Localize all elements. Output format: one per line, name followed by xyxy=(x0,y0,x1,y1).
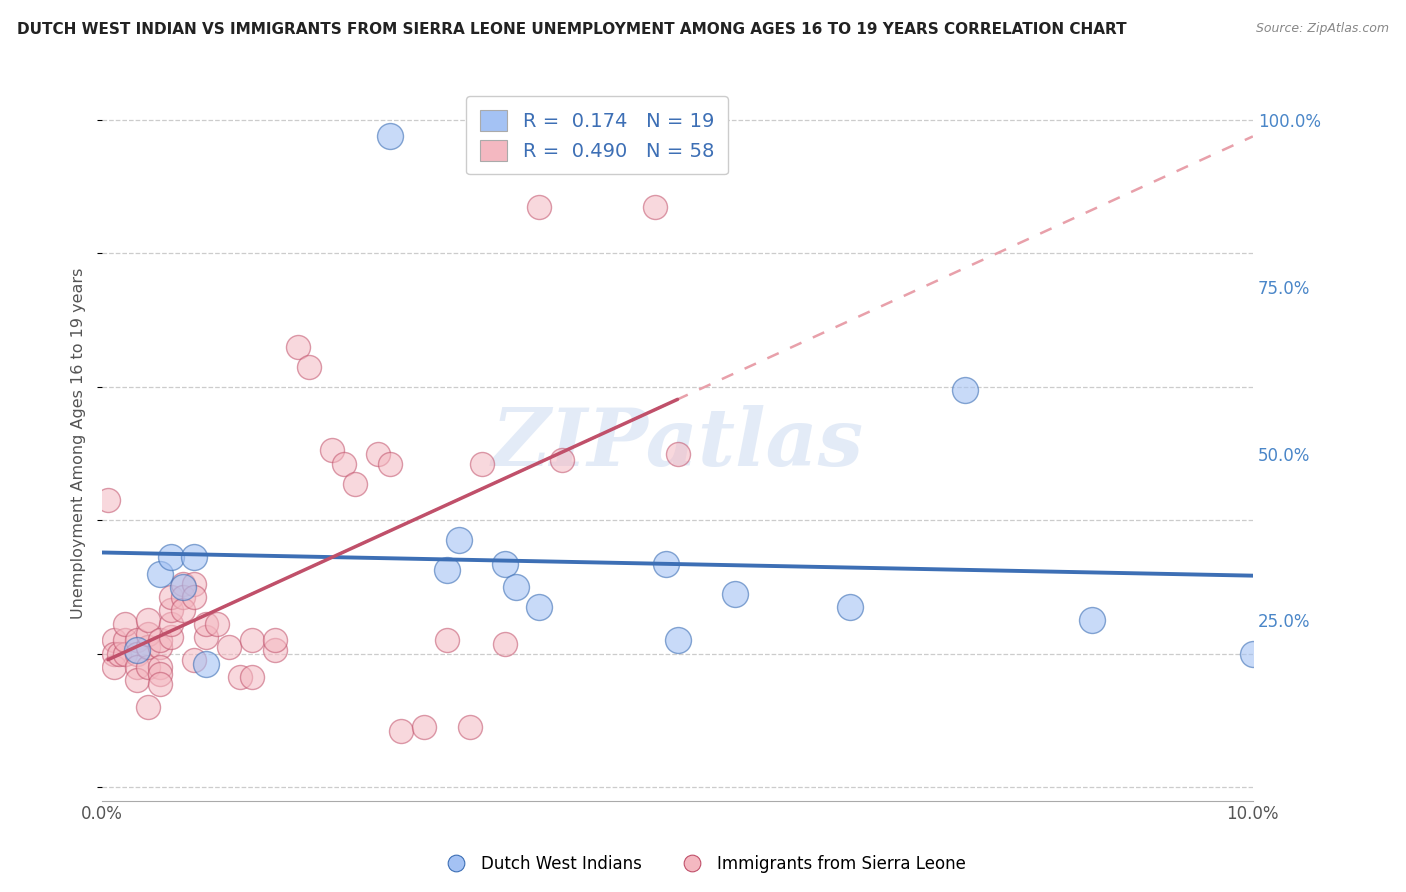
Point xyxy=(114,616,136,631)
Point xyxy=(839,600,862,615)
Point xyxy=(436,563,458,577)
Point xyxy=(183,590,205,604)
Point xyxy=(108,647,131,661)
Point xyxy=(183,549,205,564)
Point xyxy=(263,633,285,648)
Point xyxy=(103,647,125,661)
Point xyxy=(644,200,666,214)
Point xyxy=(149,566,172,581)
Point xyxy=(505,580,527,594)
Point xyxy=(724,587,747,601)
Point xyxy=(149,677,172,691)
Point xyxy=(460,720,482,734)
Point xyxy=(1241,647,1264,661)
Point xyxy=(136,626,159,640)
Point xyxy=(389,723,412,738)
Point xyxy=(1080,613,1102,627)
Point xyxy=(240,670,263,684)
Point xyxy=(240,633,263,648)
Point xyxy=(529,200,551,214)
Point xyxy=(953,383,976,397)
Point xyxy=(160,630,183,644)
Point xyxy=(494,557,516,571)
Point xyxy=(344,476,367,491)
Point xyxy=(136,613,159,627)
Point xyxy=(136,700,159,714)
Point xyxy=(149,640,172,654)
Point xyxy=(172,580,194,594)
Point xyxy=(114,633,136,648)
Point xyxy=(125,643,148,657)
Point xyxy=(471,457,494,471)
Point xyxy=(263,643,285,657)
Point xyxy=(447,533,470,548)
Point xyxy=(378,129,401,144)
Point xyxy=(287,340,309,354)
Point xyxy=(529,600,551,615)
Point xyxy=(494,637,516,651)
Point xyxy=(125,660,148,674)
Point xyxy=(655,557,678,571)
Point xyxy=(207,616,229,631)
Point xyxy=(160,616,183,631)
Point xyxy=(194,657,217,671)
Point xyxy=(172,590,194,604)
Point xyxy=(149,660,172,674)
Point xyxy=(149,633,172,648)
Point xyxy=(218,640,240,654)
Point xyxy=(160,590,183,604)
Text: ZIPatlas: ZIPatlas xyxy=(492,405,863,483)
Point xyxy=(666,446,689,460)
Point xyxy=(172,576,194,591)
Point xyxy=(160,549,183,564)
Legend: Dutch West Indians, Immigrants from Sierra Leone: Dutch West Indians, Immigrants from Sier… xyxy=(433,848,973,880)
Point xyxy=(229,670,252,684)
Point xyxy=(194,630,217,644)
Text: DUTCH WEST INDIAN VS IMMIGRANTS FROM SIERRA LEONE UNEMPLOYMENT AMONG AGES 16 TO : DUTCH WEST INDIAN VS IMMIGRANTS FROM SIE… xyxy=(17,22,1126,37)
Y-axis label: Unemployment Among Ages 16 to 19 years: Unemployment Among Ages 16 to 19 years xyxy=(72,268,86,619)
Point xyxy=(136,640,159,654)
Text: Source: ZipAtlas.com: Source: ZipAtlas.com xyxy=(1256,22,1389,36)
Point xyxy=(183,576,205,591)
Legend: R =  0.174   N = 19, R =  0.490   N = 58: R = 0.174 N = 19, R = 0.490 N = 58 xyxy=(467,96,728,175)
Point xyxy=(103,633,125,648)
Point xyxy=(378,457,401,471)
Point xyxy=(172,603,194,617)
Point xyxy=(551,453,574,467)
Point xyxy=(367,446,389,460)
Point xyxy=(103,660,125,674)
Point xyxy=(298,359,321,374)
Point xyxy=(149,666,172,681)
Point xyxy=(666,633,689,648)
Point xyxy=(436,633,458,648)
Point xyxy=(183,653,205,667)
Point xyxy=(321,443,343,458)
Point xyxy=(125,673,148,688)
Point xyxy=(97,493,120,508)
Point xyxy=(413,720,436,734)
Point xyxy=(160,603,183,617)
Point xyxy=(114,647,136,661)
Point xyxy=(125,647,148,661)
Point xyxy=(333,457,356,471)
Point xyxy=(125,633,148,648)
Point xyxy=(136,660,159,674)
Point xyxy=(194,616,217,631)
